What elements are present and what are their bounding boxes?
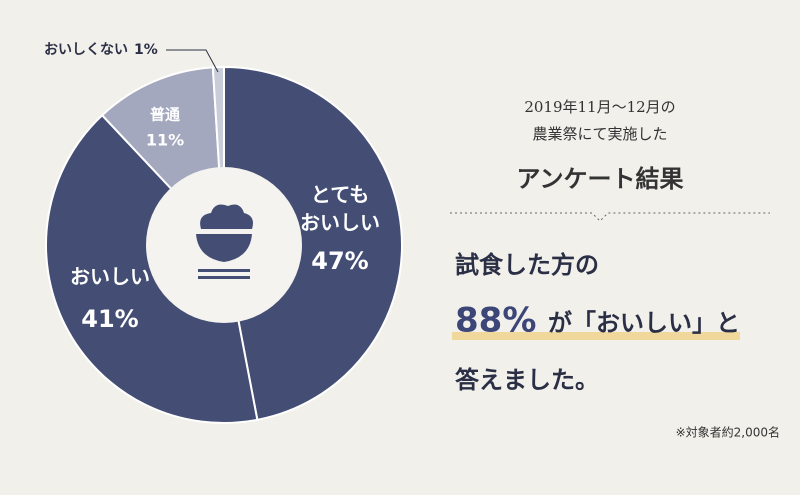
slice-label: おいしい: [300, 211, 380, 235]
slice: [223, 65, 403, 422]
slice-label: 普通: [150, 106, 180, 124]
lead: 試食した方の: [455, 251, 599, 279]
highlight-underline: [452, 332, 740, 340]
slice-label: おいしくない: [44, 42, 128, 58]
heading: アンケート結果: [516, 165, 683, 193]
rice-bowl-icon: [146, 167, 302, 323]
value-label: 1%: [134, 42, 158, 58]
chopstick: [198, 269, 250, 272]
highlight: 88%: [455, 301, 536, 341]
donut-chart: [45, 65, 403, 424]
value-label: 11%: [146, 131, 184, 150]
quote: が「おいしい」と: [548, 309, 740, 337]
conclusion: 答えました。: [455, 366, 599, 394]
rice: [200, 204, 253, 229]
note: ※対象者約2,000名: [676, 425, 780, 440]
place: 農業祭にて実施した: [532, 125, 667, 143]
leader-line: [166, 49, 219, 73]
value-label: 47%: [311, 247, 368, 275]
chopstick: [198, 276, 250, 279]
value-label: 41%: [81, 305, 138, 333]
slice-label: とても: [311, 183, 369, 207]
period: 2019年11月〜12月の: [524, 98, 675, 116]
slice-label: おいしい: [70, 265, 150, 289]
bowl: [196, 234, 252, 262]
